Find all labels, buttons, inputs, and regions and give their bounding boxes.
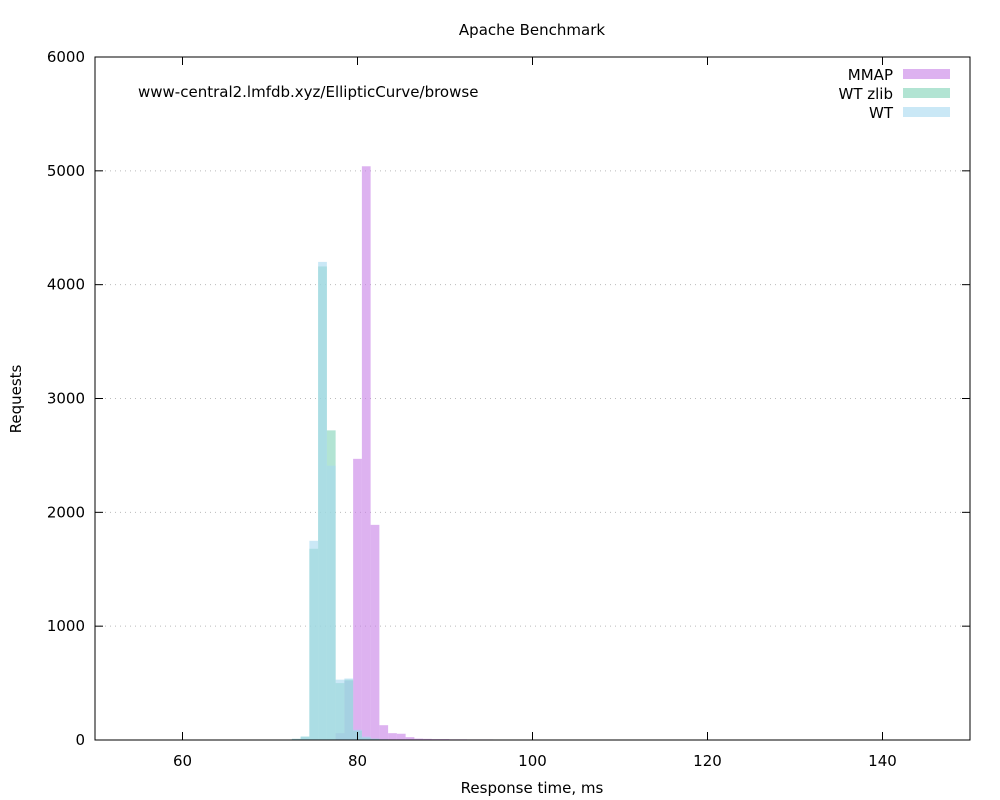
histogram-bars xyxy=(291,166,572,740)
bar-wt xyxy=(300,736,310,740)
bar-wt xyxy=(344,678,354,740)
bar-mmap xyxy=(361,166,371,740)
bar-wt xyxy=(326,465,336,740)
bar-mmap xyxy=(414,738,424,740)
bar-wt xyxy=(335,679,345,740)
y-tick-label: 2000 xyxy=(47,503,85,521)
x-tick-label: 120 xyxy=(693,752,722,770)
y-tick-label: 1000 xyxy=(47,617,85,635)
x-tick-label: 80 xyxy=(348,752,367,770)
bar-mmap xyxy=(379,725,389,740)
bar-wt xyxy=(318,261,327,740)
bar-wt xyxy=(361,736,371,740)
legend-swatch xyxy=(903,69,950,79)
x-tick-label: 60 xyxy=(173,752,192,770)
bar-mmap xyxy=(396,733,406,740)
bar-mmap xyxy=(423,738,432,740)
y-tick-label: 6000 xyxy=(47,48,85,66)
x-tick-label: 140 xyxy=(868,752,897,770)
legend-label: WT zlib xyxy=(839,85,894,103)
x-tick-label: 100 xyxy=(518,752,547,770)
chart-title: Apache Benchmark xyxy=(459,21,605,39)
bar-mmap xyxy=(405,737,415,740)
bar-mmap xyxy=(353,458,362,740)
bar-wt xyxy=(309,540,319,740)
bar-mmap xyxy=(370,524,380,740)
legend-label: MMAP xyxy=(848,66,893,84)
legend-swatch xyxy=(903,107,950,117)
grid-lines xyxy=(95,170,970,627)
chart-annotation: www-central2.lmfdb.xyz/EllipticCurve/bro… xyxy=(138,83,478,101)
legend-swatch xyxy=(903,88,950,98)
y-tick-label: 4000 xyxy=(47,276,85,294)
y-tick-label: 0 xyxy=(75,731,85,749)
y-tick-label: 5000 xyxy=(47,162,85,180)
plot-border xyxy=(94,56,971,741)
bar-wt xyxy=(370,738,380,740)
y-tick-label: 3000 xyxy=(47,390,85,408)
axes: 0 1000 2000 3000 4000 5000 6000 60 80 100 120 140 xyxy=(47,48,971,770)
x-axis-title: Response time, ms xyxy=(461,779,604,797)
bar-wt xyxy=(291,738,301,740)
y-axis-title: Requests xyxy=(7,364,25,433)
legend-label: WT xyxy=(869,104,894,122)
bar-mmap xyxy=(388,733,397,740)
